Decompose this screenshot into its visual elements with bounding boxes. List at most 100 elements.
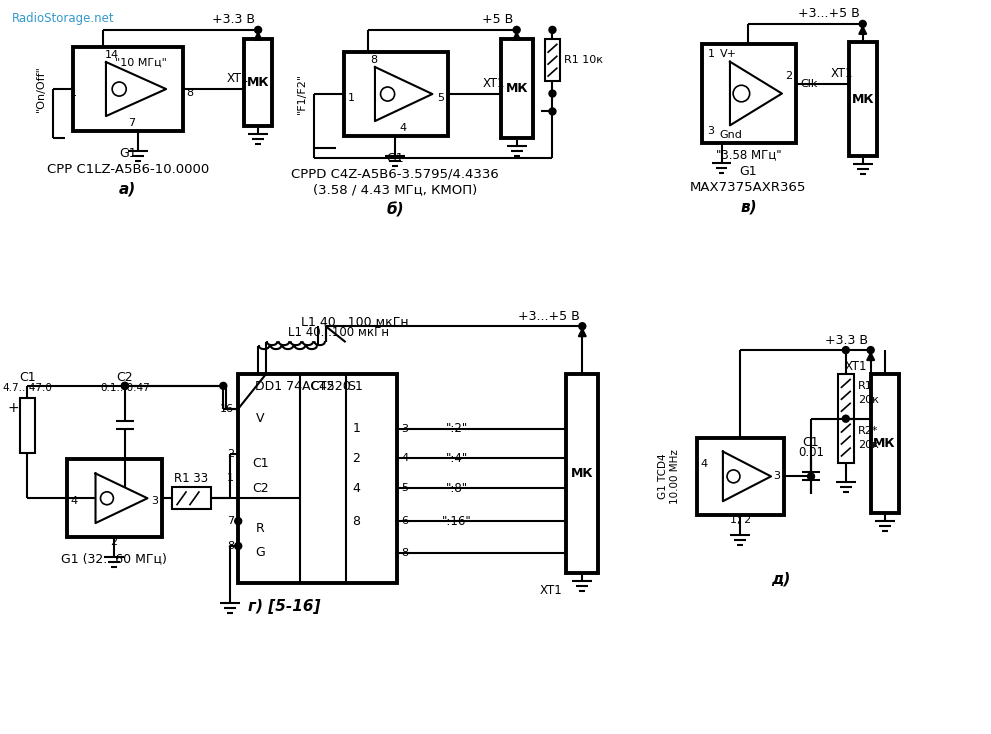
Text: МК: МК bbox=[505, 82, 528, 95]
Text: 1: 1 bbox=[348, 92, 355, 103]
Text: СРР С1LZ-A5B6-10.0000: СРР С1LZ-A5B6-10.0000 bbox=[47, 163, 209, 175]
Text: 4.7...47.0: 4.7...47.0 bbox=[2, 383, 53, 393]
Text: C1: C1 bbox=[252, 457, 269, 470]
Text: б): б) bbox=[386, 203, 404, 217]
Bar bbox=[171, 487, 211, 509]
Text: L1 40...100 мкГн: L1 40...100 мкГн bbox=[288, 326, 388, 338]
Text: 8: 8 bbox=[353, 515, 361, 528]
Text: ":4": ":4" bbox=[446, 452, 468, 465]
Text: G1: G1 bbox=[119, 147, 137, 160]
Text: (3.58 / 4.43 МГц, КМОП): (3.58 / 4.43 МГц, КМОП) bbox=[313, 184, 478, 197]
Text: ":2": ":2" bbox=[446, 422, 468, 435]
Text: ":16": ":16" bbox=[442, 515, 472, 528]
Circle shape bbox=[549, 90, 556, 97]
Circle shape bbox=[220, 382, 227, 389]
Text: XT1: XT1 bbox=[226, 72, 249, 85]
Text: 2: 2 bbox=[353, 452, 361, 465]
Text: 14: 14 bbox=[105, 50, 119, 59]
Text: "F1/F2": "F1/F2" bbox=[297, 73, 307, 114]
Text: C2: C2 bbox=[252, 482, 269, 495]
Polygon shape bbox=[106, 62, 166, 116]
Text: 20к: 20к bbox=[858, 440, 879, 449]
Text: МК: МК bbox=[247, 76, 270, 89]
Polygon shape bbox=[722, 451, 771, 501]
Circle shape bbox=[112, 82, 126, 96]
Polygon shape bbox=[730, 62, 782, 126]
Text: а): а) bbox=[119, 181, 137, 197]
Text: G1: G1 bbox=[386, 152, 404, 164]
Text: 20к: 20к bbox=[858, 395, 879, 405]
Text: 2: 2 bbox=[110, 537, 118, 547]
Text: R1 33: R1 33 bbox=[174, 472, 208, 485]
Bar bbox=[871, 374, 899, 513]
Text: XT1: XT1 bbox=[830, 67, 853, 80]
Circle shape bbox=[727, 470, 740, 483]
Text: R2*: R2* bbox=[858, 426, 878, 436]
Text: 4: 4 bbox=[70, 496, 77, 506]
Text: 3: 3 bbox=[773, 471, 780, 482]
Text: 3: 3 bbox=[401, 424, 408, 434]
Circle shape bbox=[842, 415, 849, 422]
Text: ХТ1: ХТ1 bbox=[540, 584, 563, 597]
Text: Gnd: Gnd bbox=[719, 131, 742, 140]
Text: +5 В: +5 В bbox=[483, 13, 513, 26]
Text: "3.58 МГц": "3.58 МГц" bbox=[716, 149, 781, 161]
Bar bbox=[73, 47, 182, 131]
Text: RadioStorage.net: RadioStorage.net bbox=[12, 12, 114, 25]
Circle shape bbox=[549, 108, 556, 115]
Bar bbox=[244, 39, 272, 126]
Text: XT1: XT1 bbox=[844, 360, 867, 373]
Text: г) [5-16]: г) [5-16] bbox=[248, 599, 320, 614]
Bar bbox=[500, 39, 532, 138]
Circle shape bbox=[100, 492, 113, 505]
Text: G: G bbox=[256, 546, 265, 559]
Bar bbox=[567, 374, 599, 573]
Text: 3: 3 bbox=[152, 496, 159, 506]
Text: +: + bbox=[8, 401, 19, 415]
Bar bbox=[67, 459, 162, 537]
Text: R: R bbox=[256, 522, 265, 534]
Text: S1: S1 bbox=[348, 380, 364, 393]
Bar bbox=[344, 52, 448, 137]
Text: 4: 4 bbox=[401, 454, 408, 463]
Text: 1: 1 bbox=[70, 87, 77, 98]
Text: 4: 4 bbox=[399, 123, 406, 134]
Text: 4: 4 bbox=[701, 459, 708, 470]
Circle shape bbox=[808, 473, 815, 480]
Text: 4: 4 bbox=[353, 482, 361, 495]
Bar bbox=[702, 44, 796, 143]
Polygon shape bbox=[375, 67, 432, 121]
Text: "On/Off": "On/Off" bbox=[37, 65, 47, 112]
Text: +3.3 В: +3.3 В bbox=[825, 334, 868, 346]
Bar bbox=[697, 437, 784, 515]
Text: в): в) bbox=[740, 200, 757, 214]
Text: 0.1...0.47: 0.1...0.47 bbox=[100, 383, 150, 393]
Polygon shape bbox=[95, 473, 148, 523]
Text: Clk: Clk bbox=[800, 79, 818, 89]
Circle shape bbox=[842, 346, 849, 354]
Text: C1: C1 bbox=[19, 371, 36, 385]
Bar bbox=[21, 398, 36, 453]
Text: 6: 6 bbox=[401, 516, 408, 526]
Text: ":8": ":8" bbox=[446, 482, 468, 495]
Circle shape bbox=[121, 382, 128, 389]
Circle shape bbox=[549, 26, 556, 33]
Text: 16: 16 bbox=[220, 404, 234, 414]
Text: +3...+5 В: +3...+5 В bbox=[798, 7, 860, 21]
Text: MAX7375AXR365: MAX7375AXR365 bbox=[690, 181, 807, 194]
Text: 8: 8 bbox=[401, 548, 408, 558]
Text: 1: 1 bbox=[353, 422, 361, 435]
Text: 8: 8 bbox=[186, 87, 193, 98]
Text: 1: 1 bbox=[227, 473, 234, 484]
Text: МК: МК bbox=[851, 92, 874, 106]
Text: 8: 8 bbox=[227, 541, 234, 551]
Circle shape bbox=[859, 21, 866, 27]
Bar bbox=[238, 374, 397, 583]
Text: C2: C2 bbox=[117, 371, 133, 385]
Bar bbox=[544, 39, 561, 81]
Text: СРРD С4Z-A5B6-3.5795/4.4336: СРРD С4Z-A5B6-3.5795/4.4336 bbox=[291, 167, 499, 181]
Text: 7: 7 bbox=[128, 118, 135, 128]
Text: L1 40...100 мкГн: L1 40...100 мкГн bbox=[301, 316, 408, 329]
Text: G1 (32...60 МГц): G1 (32...60 МГц) bbox=[61, 553, 166, 565]
Circle shape bbox=[867, 346, 874, 354]
